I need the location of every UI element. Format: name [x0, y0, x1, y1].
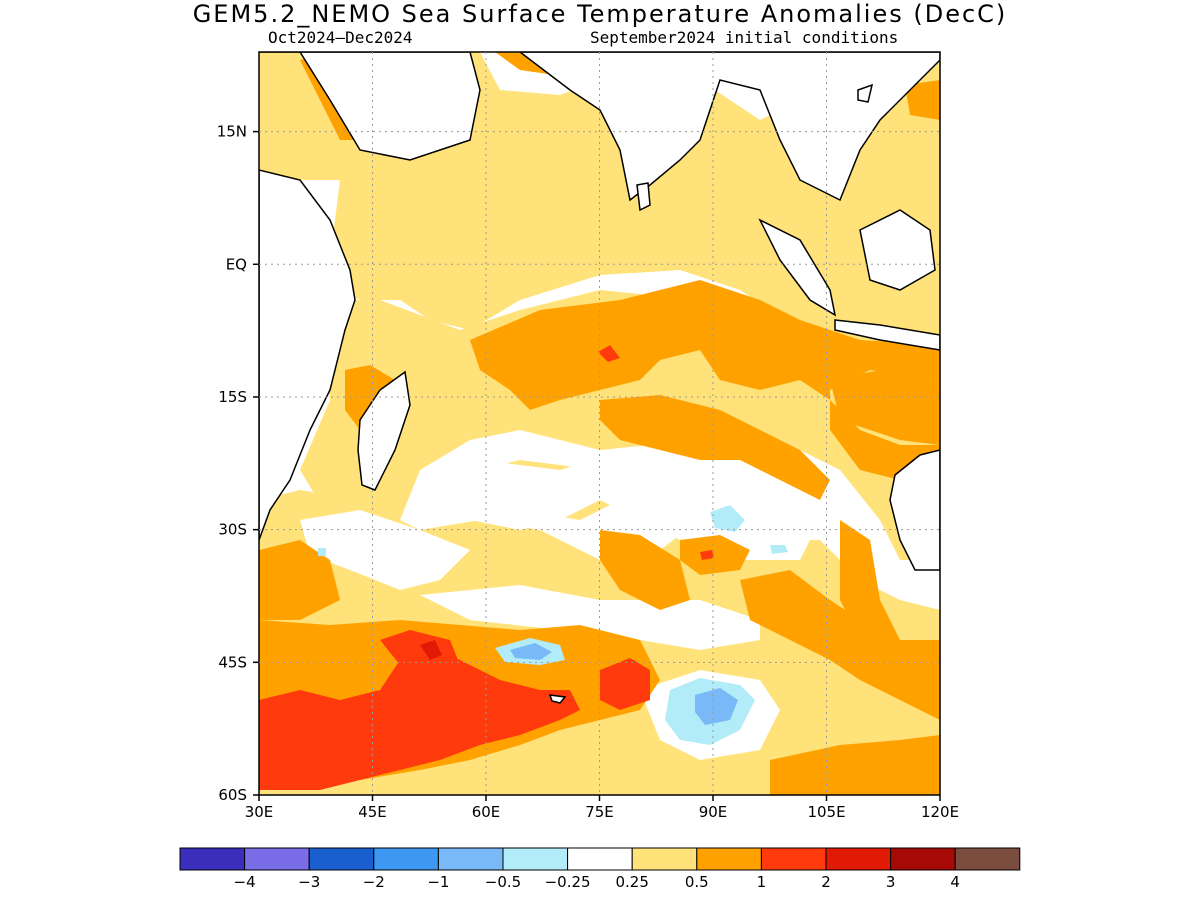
lat-tick-label: EQ — [226, 255, 247, 273]
colorbar-label: −1 — [427, 873, 449, 891]
lon-tick-label: 120E — [921, 803, 959, 821]
colorbar-label: 1 — [757, 873, 767, 891]
colorbar-label: −0.5 — [485, 873, 521, 891]
colorbar-label: −3 — [298, 873, 320, 891]
colorbar-swatch — [373, 847, 439, 871]
initial-conditions: September2024 initial conditions — [590, 28, 899, 47]
colorbar-label: 4 — [950, 873, 960, 891]
lat-tick-label: 30S — [218, 521, 247, 539]
lat-tick-label: 15S — [218, 388, 247, 406]
colorbar-swatch — [437, 847, 504, 871]
lat-tick-label: 60S — [218, 786, 247, 804]
colorbar-swatch — [890, 847, 956, 871]
colorbar-swatch — [567, 847, 633, 871]
colorbar-label: 2 — [821, 873, 831, 891]
lat-tick-label: 15N — [217, 123, 247, 141]
colorbar-swatch — [502, 847, 569, 871]
colorbar-label: −2 — [363, 873, 385, 891]
colorbar: −4 −3 −2 −1 −0.5 −0.25 0.25 0.5 1 2 3 4 — [179, 847, 1021, 891]
colorbar-swatch — [244, 847, 310, 871]
colorbar-swatch — [825, 847, 892, 871]
anomaly-field — [259, 52, 940, 795]
colorbar-swatch — [696, 847, 762, 871]
lon-tick-label: 105E — [807, 803, 845, 821]
colorbar-swatch — [760, 847, 827, 871]
lon-tick-label: 75E — [585, 803, 614, 821]
axis-ticks: 30E 45E 60E 75E 90E 105E 120E 15N EQ 15S 30S 45S 60S — [217, 123, 959, 821]
colorbar-label: −4 — [234, 873, 256, 891]
colorbar-label: −0.25 — [545, 873, 591, 891]
lon-tick-label: 90E — [699, 803, 728, 821]
colorbar-label: 3 — [886, 873, 896, 891]
colorbar-swatch — [179, 847, 246, 871]
lon-tick-label: 45E — [358, 803, 387, 821]
colorbar-label: 0.25 — [615, 873, 648, 891]
graticule — [259, 52, 940, 795]
colorbar-swatch — [954, 847, 1021, 871]
lon-tick-label: 60E — [472, 803, 501, 821]
colorbar-swatch — [308, 847, 375, 871]
coastlines — [259, 52, 940, 704]
forecast-period: Oct2024–Dec2024 — [268, 28, 413, 47]
colorbar-swatch — [631, 847, 698, 871]
colorbar-label: 0.5 — [685, 873, 709, 891]
lon-tick-label: 30E — [245, 803, 274, 821]
map-title: GEM5.2_NEMO Sea Surface Temperature Anom… — [192, 0, 1008, 28]
lat-tick-label: 45S — [218, 653, 247, 671]
